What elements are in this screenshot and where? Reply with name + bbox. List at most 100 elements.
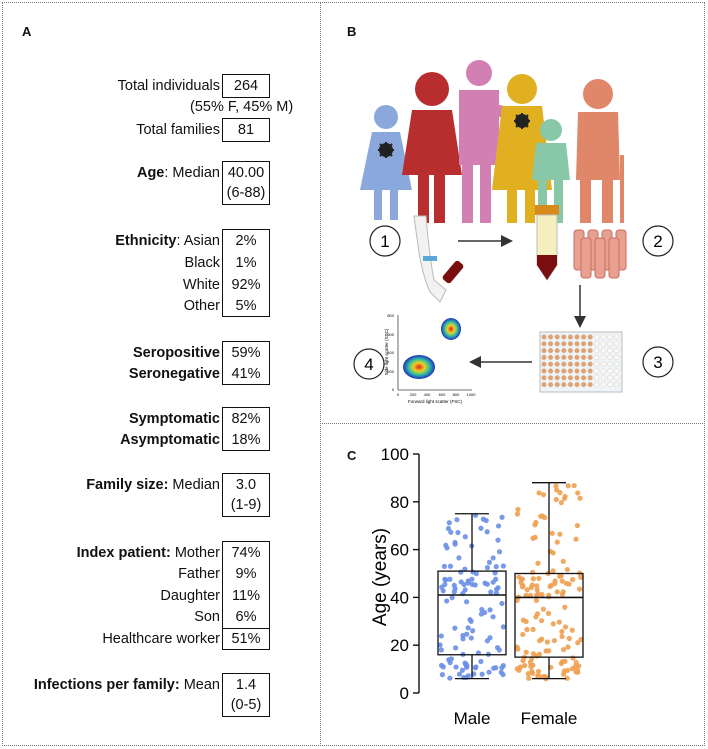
data-point [534, 583, 540, 589]
data-point [483, 517, 489, 524]
plate-well [614, 354, 620, 361]
plate-well [548, 375, 554, 381]
step-4-number: 4 [364, 355, 373, 374]
data-point [546, 592, 552, 598]
seronegative-value: 41% [231, 366, 261, 382]
plate-well [594, 361, 600, 367]
data-point [573, 536, 579, 542]
elderly-figure-orange [576, 79, 624, 223]
flow-cytometry-plot: Side light scatter (SSC) Forward light s… [384, 313, 476, 404]
plate-well [548, 354, 554, 361]
data-point [533, 519, 539, 526]
data-point [570, 655, 576, 661]
flow-xtick: 200 [410, 392, 417, 397]
index-son-label: Son [194, 609, 220, 625]
data-point [500, 624, 506, 630]
family-size-range: (1-9) [230, 497, 262, 513]
flow-ytick: 200 [387, 369, 394, 374]
healthcare-worker-box [222, 628, 270, 650]
data-point [499, 600, 505, 607]
data-point [478, 658, 484, 665]
panel-divider-horizontal [320, 423, 705, 424]
data-point [515, 506, 521, 513]
data-point [540, 492, 547, 498]
data-point [445, 525, 452, 532]
data-point [560, 671, 567, 677]
data-point [556, 619, 562, 625]
plate-well [554, 348, 560, 354]
data-point [560, 558, 566, 564]
plate-well [554, 375, 560, 381]
data-point [539, 636, 545, 642]
data-point [571, 482, 577, 489]
plate-well [614, 348, 620, 354]
data-point [439, 672, 445, 678]
ethnicity-black-label: Black [184, 255, 220, 271]
data-point [448, 529, 454, 535]
data-point [564, 566, 570, 573]
plate-well [581, 341, 587, 347]
plate-well [574, 375, 580, 381]
data-point [464, 599, 470, 605]
plate-well [554, 361, 560, 367]
data-point [444, 545, 450, 551]
y-tick-label: 40 [390, 588, 409, 607]
plate-well [561, 375, 567, 381]
plate-well [600, 361, 607, 367]
ethnicity-asian-value: 2% [235, 233, 257, 249]
plate-well [561, 334, 567, 340]
flow-xtick: 1000 [467, 392, 477, 397]
data-point [482, 609, 488, 616]
plate-well [587, 354, 593, 361]
asymptomatic-label: Asymptomatic [120, 432, 220, 448]
plate-well [548, 334, 554, 340]
data-point [549, 530, 555, 536]
plate-well [541, 368, 547, 374]
data-point [538, 618, 545, 624]
plate-well [614, 375, 620, 381]
total-families-value: 81 [237, 122, 255, 138]
plate-well [607, 382, 613, 388]
plate-well [607, 341, 613, 347]
plate-well [594, 368, 600, 374]
data-point [484, 565, 491, 571]
data-point [535, 673, 541, 679]
assay-plate-illustration [539, 331, 623, 393]
index-mother-value: 74% [231, 545, 261, 561]
plate-well [574, 368, 580, 374]
data-point [545, 610, 552, 616]
plate-well [581, 348, 587, 354]
plate-well [607, 348, 613, 354]
data-point [442, 577, 449, 583]
index-son-value: 6% [235, 609, 257, 625]
data-point [547, 583, 553, 590]
plate-well [614, 382, 620, 388]
total-individuals-label: Total individuals [117, 78, 220, 94]
data-point [562, 624, 569, 630]
data-point [470, 628, 476, 634]
index-mother-text: Mother [170, 545, 220, 561]
data-point [574, 522, 580, 529]
ethnicity-other-label: Other [183, 298, 220, 314]
data-point [554, 589, 560, 595]
data-point [530, 535, 536, 541]
plate-well [607, 354, 613, 361]
plate-well [600, 368, 607, 374]
plate-well [594, 382, 600, 388]
data-point [452, 541, 458, 547]
plate-well [587, 382, 593, 388]
data-point [495, 537, 501, 543]
data-point [544, 639, 550, 645]
flow-ytick: 800 [387, 313, 394, 318]
y-tick-label: 20 [390, 636, 409, 655]
plate-well [541, 334, 547, 340]
data-point [456, 555, 462, 561]
total-individuals-value: 264 [233, 78, 259, 94]
data-point [535, 591, 541, 597]
data-point [561, 646, 567, 653]
symptomatic-label: Symptomatic [128, 411, 220, 427]
plate-well [548, 348, 554, 354]
data-point [551, 638, 558, 644]
plate-well [581, 334, 587, 340]
plate-well [541, 382, 547, 388]
